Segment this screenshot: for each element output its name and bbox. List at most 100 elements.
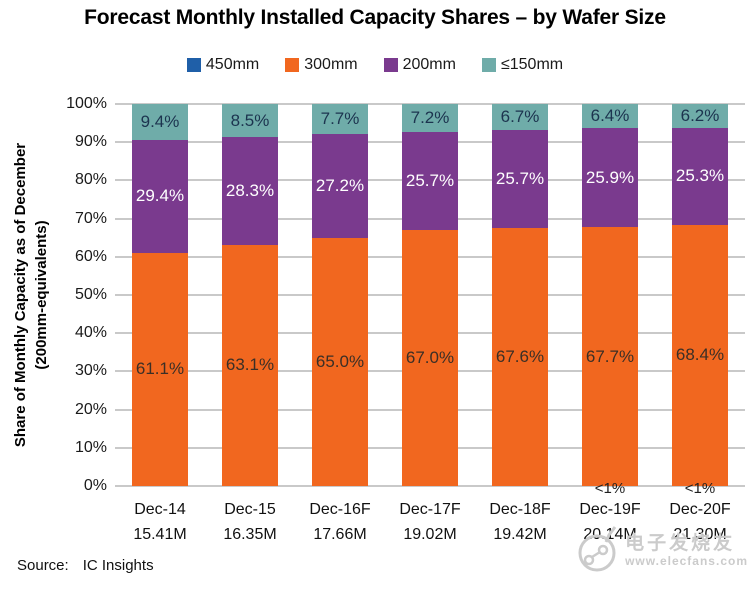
bar-group: 61.1% 29.4% 9.4% 63.1% 28.3% 8.5% 65.0% 27.2% 7.… — [115, 104, 745, 497]
segment-≤150mm: 6.7% — [492, 104, 548, 130]
segment-200mm: 25.7% — [492, 129, 548, 228]
segment-≤150mm: 7.2% — [402, 104, 458, 132]
segment-label: 25.3% — [675, 166, 725, 186]
segment-label: 27.2% — [315, 175, 365, 195]
bar-Dec-18F: 67.6% 25.7% 6.7% — [475, 104, 565, 486]
stacked-bar: 61.1% 29.4% 9.4% — [132, 104, 188, 486]
stacked-bar: 67.7% 25.9% 6.4% — [582, 104, 638, 486]
watermark: 电子发烧友 www.elecfans.com — [575, 523, 748, 580]
gridline — [115, 103, 745, 105]
segment-300mm: 68.4% — [672, 224, 728, 486]
watermark-text: 电子发烧友 www.elecfans.com — [625, 534, 748, 568]
segment-label: 61.1% — [135, 359, 185, 379]
segment-label-450mm: <1% — [594, 480, 626, 497]
y-tick-label: 90% — [74, 133, 107, 151]
x-category-label: Dec-19F — [579, 501, 641, 518]
segment-label: 67.7% — [585, 346, 635, 366]
segment-label: 63.1% — [225, 355, 275, 375]
x-label-Dec-16F: Dec-16F 17.66M — [295, 497, 385, 547]
y-tick-label: 60% — [74, 247, 107, 265]
legend-item-≤150mm: ≤150mm — [481, 56, 564, 74]
x-label-Dec-18F: Dec-18F 19.42M — [475, 497, 565, 547]
segment-label: 9.4% — [140, 112, 180, 132]
y-tick-label: 30% — [74, 362, 107, 380]
segment-label: 67.6% — [495, 346, 545, 366]
x-category-label: Dec-15 — [224, 501, 276, 518]
elecfans-logo-icon — [575, 523, 621, 580]
y-tick-label: 10% — [74, 438, 107, 456]
bar-Dec-15: 63.1% 28.3% 8.5% — [205, 104, 295, 486]
segment-label: 25.7% — [495, 168, 545, 188]
segment-200mm: 29.4% — [132, 140, 188, 253]
x-capacity-label: 16.35M — [223, 526, 277, 543]
plot-area: 61.1% 29.4% 9.4% 63.1% 28.3% 8.5% 65.0% 27.2% 7.… — [66, 95, 745, 497]
segment-300mm: 67.6% — [492, 227, 548, 486]
chart-title: Forecast Monthly Installed Capacity Shar… — [84, 6, 666, 29]
stacked-bar: 65.0% 27.2% 7.7% — [312, 104, 368, 486]
segment-200mm: 25.9% — [582, 128, 638, 228]
legend-item-200mm: 200mm — [383, 56, 456, 74]
legend-item-450mm: 450mm — [186, 56, 259, 74]
x-capacity-label: 15.41M — [133, 526, 187, 543]
bar-Dec-16F: 65.0% 27.2% 7.7% — [295, 104, 385, 486]
legend-swatch-icon — [285, 58, 300, 72]
watermark-url: www.elecfans.com — [625, 554, 748, 569]
x-label-Dec-14: Dec-14 15.41M — [115, 497, 205, 547]
x-label-Dec-15: Dec-15 16.35M — [205, 497, 295, 547]
bar-Dec-19F: <1% 67.7% 25.9% 6.4% — [565, 104, 655, 497]
segment-300mm: 67.0% — [402, 230, 458, 486]
watermark-brand: 电子发烧友 — [625, 533, 736, 555]
segment-300mm: 67.7% — [582, 227, 638, 486]
segment-≤150mm: 6.2% — [672, 104, 728, 129]
segment-≤150mm: 8.5% — [222, 104, 278, 137]
x-category-label: Dec-18F — [489, 501, 551, 518]
segment-label: 25.9% — [585, 167, 635, 187]
source-note: Source: IC Insights — [17, 557, 154, 574]
stacked-bar: 68.4% 25.3% 6.2% — [672, 104, 728, 486]
segment-300mm: 65.0% — [312, 237, 368, 486]
segment-≤150mm: 7.7% — [312, 104, 368, 134]
segment-200mm: 25.3% — [672, 128, 728, 225]
segment-label: 7.2% — [410, 108, 450, 128]
segment-label: 68.4% — [675, 345, 725, 365]
y-tick-label: 100% — [66, 95, 107, 112]
segment-label: 28.3% — [225, 180, 275, 200]
legend-swatch-icon — [383, 58, 398, 72]
segment-label-450mm: <1% — [684, 480, 716, 497]
segment-label: 65.0% — [315, 351, 365, 371]
gridline — [115, 485, 745, 487]
legend-swatch-icon — [186, 58, 201, 72]
x-category-label: Dec-16F — [309, 501, 371, 518]
y-tick-label: 20% — [74, 400, 107, 418]
segment-label: 6.7% — [500, 106, 540, 126]
segment-label: 7.7% — [320, 109, 360, 129]
bar-Dec-14: 61.1% 29.4% 9.4% — [115, 104, 205, 486]
y-axis-title-line1: Share of Monthly Capacity as of December — [12, 142, 29, 448]
bar-Dec-20F: <1% 68.4% 25.3% 6.2% — [655, 104, 745, 497]
x-category-label: Dec-17F — [399, 501, 461, 518]
stacked-bar: 67.6% 25.7% 6.7% — [492, 104, 548, 486]
segment-label: 25.7% — [405, 170, 455, 190]
y-tick-label: 80% — [74, 171, 107, 189]
segment-≤150mm: 9.4% — [132, 104, 188, 141]
segment-label: 29.4% — [135, 186, 185, 206]
x-label-Dec-17F: Dec-17F 19.02M — [385, 497, 475, 547]
x-category-label: Dec-14 — [134, 501, 186, 518]
segment-200mm: 28.3% — [222, 136, 278, 245]
y-tick-label: 40% — [74, 324, 107, 342]
x-category-label: Dec-20F — [669, 501, 731, 518]
segment-200mm: 27.2% — [312, 133, 368, 238]
legend-label: 300mm — [304, 56, 358, 73]
legend-swatch-icon — [481, 58, 496, 72]
x-capacity-label: 19.02M — [403, 526, 457, 543]
source-value: IC Insights — [82, 557, 154, 574]
legend-label: ≤150mm — [500, 56, 564, 73]
legend-label: 200mm — [402, 56, 456, 73]
stacked-bar: 63.1% 28.3% 8.5% — [222, 104, 278, 486]
segment-200mm: 25.7% — [402, 131, 458, 231]
bar-Dec-17F: 67.0% 25.7% 7.2% — [385, 104, 475, 486]
y-tick-label: 70% — [74, 209, 107, 227]
y-axis-title: Share of Monthly Capacity as of December… — [10, 85, 54, 505]
x-label-Dec-20F: Dec-20F 21.30M — [655, 497, 745, 547]
